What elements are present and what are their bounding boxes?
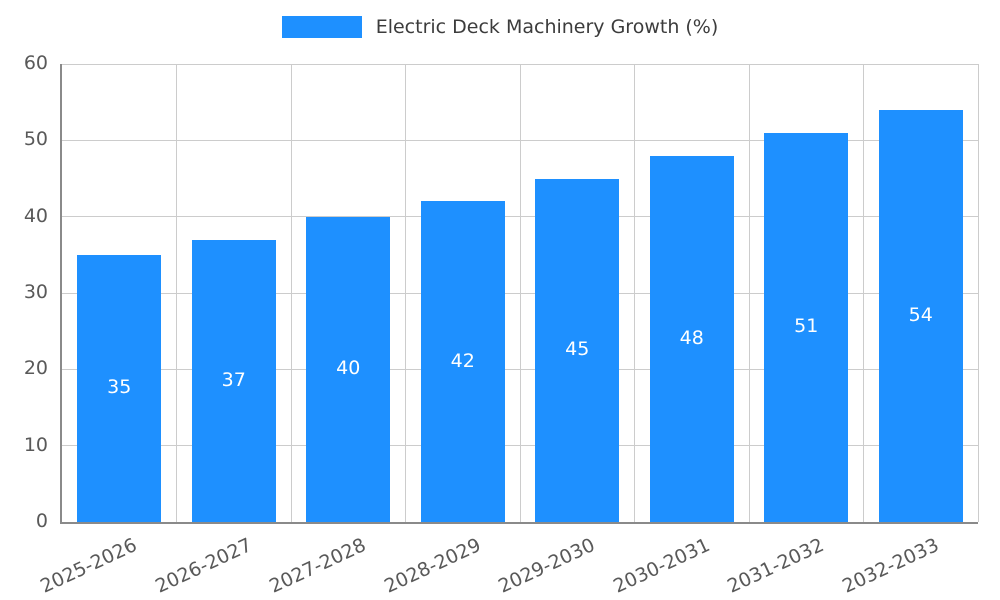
v-gridline: [634, 64, 635, 522]
x-tick-label: 2027-2028: [266, 534, 370, 598]
bar-value-label: 45: [565, 338, 590, 361]
y-tick-label: 10: [23, 433, 48, 456]
v-gridline: [748, 64, 750, 522]
bar-value-label: 42: [450, 349, 475, 372]
bar: [878, 109, 963, 522]
x-tick-label: 2031-2032: [724, 534, 828, 598]
bar: [306, 216, 391, 522]
v-gridline: [863, 64, 864, 522]
v-gridline: [290, 64, 292, 522]
y-axis-line: [60, 64, 62, 524]
bar: [764, 132, 849, 522]
y-tick-label: 40: [23, 204, 48, 227]
bar: [649, 155, 734, 522]
bar-value-label: 35: [107, 376, 132, 399]
v-gridline: [977, 64, 979, 522]
legend-label: Electric Deck Machinery Growth (%): [375, 16, 719, 38]
y-tick-label: 60: [23, 51, 48, 74]
bar: [420, 201, 505, 522]
bar-value-label: 54: [908, 303, 933, 326]
x-tick-label: 2030-2031: [609, 534, 714, 598]
x-tick-label: 2029-2030: [495, 534, 599, 598]
bar-value-label: 37: [221, 368, 246, 391]
v-gridline: [405, 64, 406, 522]
bar-value-label: 48: [679, 326, 704, 349]
x-tick-label: 2026-2027: [151, 534, 256, 598]
x-tick-label: 2028-2029: [380, 534, 485, 598]
x-axis-line: [60, 522, 978, 524]
v-gridline: [176, 64, 177, 522]
x-tick-label: 2032-2033: [838, 534, 943, 598]
bar-value-label: 40: [336, 357, 361, 380]
bar: [535, 178, 620, 522]
bar-value-label: 51: [794, 315, 819, 338]
x-tick-label: 2025-2026: [37, 534, 141, 598]
y-tick-label: 20: [23, 357, 48, 380]
chart-legend: Electric Deck Machinery Growth (%): [0, 16, 1000, 38]
y-tick-label: 0: [35, 509, 48, 532]
y-tick-label: 30: [23, 280, 48, 303]
bar: [191, 239, 276, 522]
y-tick-label: 50: [23, 128, 48, 151]
bar: [77, 254, 162, 522]
legend-swatch: [281, 16, 362, 38]
v-gridline: [519, 64, 521, 522]
